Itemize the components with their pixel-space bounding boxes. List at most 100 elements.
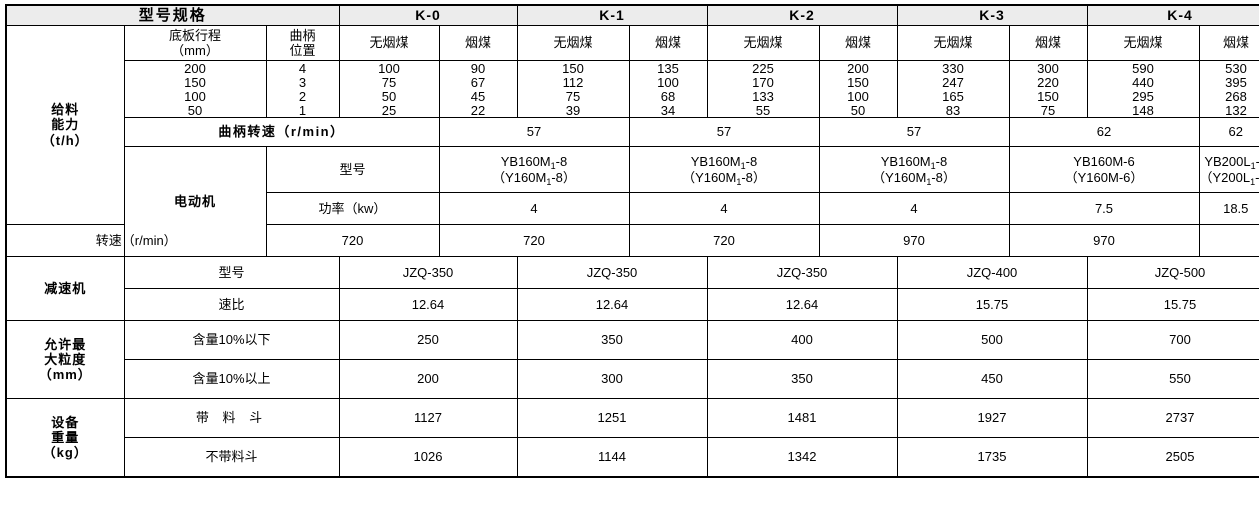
specification-table: 型号规格 K-0 K-1 K-2 K-3 K-4 给料 能力 （t/h） 底板行…	[5, 4, 1259, 478]
capacity-value: 247	[942, 75, 964, 90]
capacity-value: 75	[381, 75, 397, 90]
row-label-equipment-weight: 设备 重量 （kg）	[5, 398, 125, 478]
weight-without-hopper-k3: 1735	[896, 437, 1088, 478]
capacity-value: 68	[660, 89, 676, 104]
motor-model-k3: YB160M-6 （Y160M-6）	[1008, 146, 1200, 193]
motor-model-alternate: （Y160M1-8）	[492, 169, 576, 187]
weight-label-line1: 设备	[51, 414, 80, 430]
capacity-k3-bituminous: 300 220 150 75	[1008, 60, 1088, 118]
motor-speed-k0: 720	[265, 224, 440, 257]
particle-below10-k3: 500	[896, 320, 1088, 360]
weight-with-hopper-row: 设备 重量 （kg） 带 料 斗 1127 1251 1481 1927 273…	[5, 398, 1259, 478]
crank-position-values: 4 3 2 1	[265, 60, 340, 118]
motor-model-alternate: （Y160M1-8）	[872, 169, 956, 187]
motor-model-alternate: （Y160M1-8）	[682, 169, 766, 187]
weight-without-hopper-k2: 1342	[706, 437, 898, 478]
weight-label-line3: （kg）	[42, 445, 88, 461]
particle-above10-row: 含量10%以上 200 300 350 450 550	[6, 359, 1259, 399]
plate-stroke-value: 200	[184, 61, 206, 76]
reducer-ratio-k1: 12.64	[516, 288, 708, 321]
reducer-ratio-k0: 12.64	[338, 288, 518, 321]
header-model-k2: K-2	[706, 4, 898, 26]
crank-position-value: 3	[298, 75, 307, 90]
capacity-value: 133	[752, 89, 774, 104]
capacity-value: 268	[1225, 89, 1247, 104]
particle-below10-k1: 350	[516, 320, 708, 360]
reducer-model-k2: JZQ-350	[706, 256, 898, 289]
header-coal-k3-bituminous: 烟煤	[1008, 25, 1088, 61]
capacity-k1-bituminous: 135 100 68 34	[628, 60, 708, 118]
particle-row-label-above10: 含量10%以上	[123, 359, 340, 399]
particle-above10-k4: 550	[1086, 359, 1259, 399]
capacity-k0-bituminous: 90 67 45 22	[438, 60, 518, 118]
weight-without-hopper-row: 不带料斗 1026 1144 1342 1735 2505	[6, 437, 1259, 478]
motor-model-alternate: （Y160M-6）	[1064, 169, 1144, 185]
motor-model-k0: YB160M1-8 （Y160M1-8）	[438, 146, 630, 193]
motor-speed-row: 转速（r/min） 720 720 720 970 970	[5, 224, 1259, 257]
motor-power-k4: 18.5	[1198, 192, 1259, 225]
motor-power-k3: 7.5	[1008, 192, 1200, 225]
reducer-row-label-ratio: 速比	[123, 288, 340, 321]
header-coal-k3-anthracite: 无烟煤	[896, 25, 1010, 61]
motor-power-k2: 4	[818, 192, 1010, 225]
feed-capacity-label-line2: 能力	[51, 117, 80, 133]
weight-with-hopper-k0: 1127	[338, 398, 518, 438]
capacity-value: 440	[1132, 75, 1154, 90]
reducer-row-label-model: 型号	[123, 256, 340, 289]
weight-with-hopper-k3: 1927	[896, 398, 1088, 438]
capacity-value: 112	[562, 75, 584, 90]
particle-above10-k0: 200	[338, 359, 518, 399]
motor-model-primary: YB160M-6	[1073, 154, 1135, 170]
weight-with-hopper-k1: 1251	[516, 398, 708, 438]
plate-stroke-values: 200 150 100 50	[123, 60, 267, 118]
motor-model-alternate: （Y200L1-6）	[1199, 169, 1259, 187]
row-label-max-particle: 允许最 大粒度 （mm）	[5, 320, 125, 399]
weight-without-hopper-k4: 2505	[1086, 437, 1259, 478]
capacity-value: 39	[565, 103, 581, 118]
capacity-value: 100	[378, 61, 400, 76]
capacity-value: 150	[562, 61, 584, 76]
header-model-k1: K-1	[516, 4, 708, 26]
motor-speed-k2: 720	[628, 224, 820, 257]
capacity-k1-anthracite: 150 112 75 39	[516, 60, 630, 118]
header-coal-k0-anthracite: 无烟煤	[338, 25, 440, 61]
capacity-value: 83	[945, 103, 961, 118]
reducer-model-k3: JZQ-400	[896, 256, 1088, 289]
capacity-value: 395	[1225, 75, 1247, 90]
particle-below10-k2: 400	[706, 320, 898, 360]
capacity-value: 590	[1132, 61, 1154, 76]
capacity-value: 170	[752, 75, 774, 90]
capacity-value: 45	[470, 89, 486, 104]
weight-without-hopper-k0: 1026	[338, 437, 518, 478]
header-model-k3: K-3	[896, 4, 1088, 26]
row-label-reducer: 减速机	[5, 256, 125, 321]
weight-with-hopper-k4: 2737	[1086, 398, 1259, 438]
reducer-ratio-k2: 12.64	[706, 288, 898, 321]
capacity-value: 148	[1132, 103, 1154, 118]
motor-power-k0: 4	[438, 192, 630, 225]
particle-below10-k0: 250	[338, 320, 518, 360]
weight-row-label-without-hopper: 不带料斗	[123, 437, 340, 478]
capacity-value: 300	[1037, 61, 1059, 76]
motor-model-primary: YB160M1-8	[880, 154, 948, 172]
header-model-k4: K-4	[1086, 4, 1259, 26]
max-particle-label-line3: （mm）	[38, 367, 92, 383]
capacity-value: 22	[470, 103, 486, 118]
weight-without-hopper-k1: 1144	[516, 437, 708, 478]
header-crank-position: 曲柄 位置	[265, 25, 340, 61]
particle-row-label-below10: 含量10%以下	[123, 320, 340, 360]
header-coal-k1-anthracite: 无烟煤	[516, 25, 630, 61]
crank-position-line2: 位置	[289, 43, 316, 58]
weight-label-line2: 重量	[51, 429, 80, 445]
capacity-k3-anthracite: 330 247 165 83	[896, 60, 1010, 118]
motor-model-primary: YB200L1-6	[1204, 154, 1259, 172]
plate-stroke-value: 150	[184, 75, 206, 90]
capacity-value: 165	[942, 89, 964, 104]
header-plate-stroke: 底板行程 （mm）	[123, 25, 267, 61]
capacity-value: 132	[1225, 103, 1247, 118]
capacity-value: 150	[847, 75, 869, 90]
weight-row-label-with-hopper: 带 料 斗	[123, 398, 340, 438]
header-model-spec: 型号规格	[5, 4, 340, 26]
motor-model-k1: YB160M1-8 （Y160M1-8）	[628, 146, 820, 193]
reducer-model-k1: JZQ-350	[516, 256, 708, 289]
